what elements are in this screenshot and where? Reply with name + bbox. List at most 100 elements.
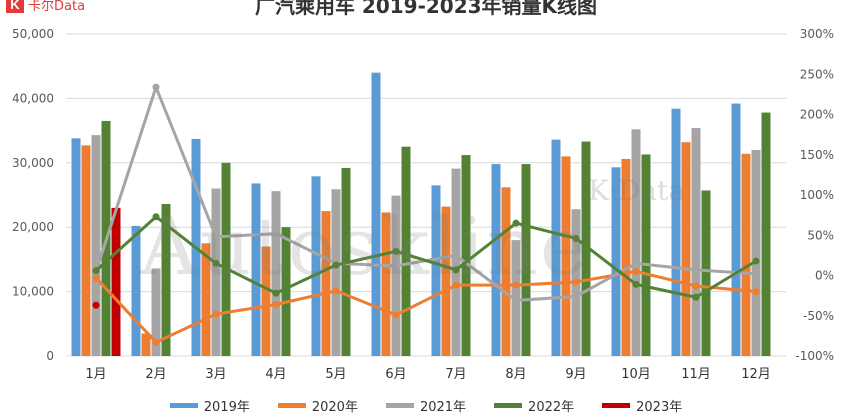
y-left-tick-label: 0 bbox=[46, 349, 54, 363]
chart-legend: 2019年 2020年 2021年 2022年 2023年 bbox=[0, 396, 852, 415]
growth-point-2022年 bbox=[452, 266, 460, 274]
bar-2022年-9月 bbox=[581, 141, 591, 356]
bar-2021年-11月 bbox=[691, 128, 701, 356]
bar-2022年-2月 bbox=[161, 204, 171, 356]
bar-2019年-9月 bbox=[551, 139, 561, 356]
growth-point-2020年 bbox=[152, 338, 160, 346]
growth-point-2020年 bbox=[332, 287, 340, 295]
legend-item: 2021年 bbox=[385, 396, 467, 415]
growth-point-2020年 bbox=[272, 300, 280, 308]
y-left-tick-label: 10,000 bbox=[12, 285, 54, 299]
growth-point-2020年 bbox=[512, 281, 520, 289]
brand-logo-icon: K bbox=[6, 0, 24, 13]
growth-point-2020年 bbox=[572, 278, 580, 286]
legend-label: 2020年 bbox=[311, 400, 358, 415]
growth-point-2020年 bbox=[392, 311, 400, 319]
bar-2020年-6月 bbox=[381, 212, 391, 356]
legend-item: 2020年 bbox=[277, 396, 358, 415]
y-left-tick-label: 20,000 bbox=[12, 220, 54, 234]
growth-point-2021年 bbox=[152, 83, 160, 91]
y-right-tick-label: 100% bbox=[800, 188, 834, 202]
growth-point-2022年 bbox=[92, 267, 100, 275]
bar-2020年-11月 bbox=[681, 142, 691, 356]
growth-point-2021年 bbox=[272, 230, 280, 238]
growth-point-2022年 bbox=[332, 261, 340, 269]
x-tick-label: 5月 bbox=[325, 367, 346, 382]
x-tick-label: 6月 bbox=[385, 367, 406, 382]
legend-label: 2021年 bbox=[419, 400, 467, 415]
growth-point-2022年 bbox=[272, 289, 280, 297]
bar-2019年-4月 bbox=[251, 183, 261, 356]
y-right-tick-label: 250% bbox=[800, 67, 834, 81]
legend-swatch bbox=[169, 403, 198, 408]
bar-2021年-4月 bbox=[271, 191, 281, 356]
growth-point-2020年 bbox=[92, 274, 100, 282]
growth-point-2021年 bbox=[212, 233, 220, 241]
growth-point-2020年 bbox=[692, 282, 700, 290]
legend-label: 2019年 bbox=[203, 400, 250, 415]
x-tick-label: 10月 bbox=[621, 367, 651, 382]
y-left-tick-label: 40,000 bbox=[12, 91, 54, 105]
x-tick-label: 12月 bbox=[741, 367, 771, 382]
y-right-tick-label: -100% bbox=[795, 349, 834, 363]
bar-2020年-7月 bbox=[441, 206, 451, 356]
bar-2019年-8月 bbox=[491, 164, 501, 356]
bar-2019年-7月 bbox=[431, 185, 441, 356]
bar-2022年-11月 bbox=[701, 190, 711, 356]
bar-2020年-10月 bbox=[621, 158, 631, 356]
bar-2022年-3月 bbox=[221, 162, 231, 356]
growth-point-2022年 bbox=[392, 247, 400, 255]
growth-point-2021年 bbox=[752, 270, 760, 278]
bar-2019年-5月 bbox=[311, 176, 321, 356]
growth-point-2021年 bbox=[512, 296, 520, 304]
growth-point-2021年 bbox=[572, 292, 580, 300]
bar-2019年-6月 bbox=[371, 72, 381, 356]
bar-2019年-10月 bbox=[611, 167, 621, 356]
growth-point-2021年 bbox=[692, 266, 700, 274]
bar-2020年-2月 bbox=[141, 333, 151, 356]
brand-logo-text: 卡尔Data bbox=[28, 0, 86, 14]
bar-2020年-9月 bbox=[561, 156, 571, 356]
growth-point-2021年 bbox=[632, 259, 640, 267]
bar-2019年-2月 bbox=[131, 225, 141, 356]
y-right-tick-label: 50% bbox=[807, 228, 834, 242]
bar-2022年-7月 bbox=[461, 155, 471, 356]
growth-point-2020年 bbox=[452, 281, 460, 289]
y-right-tick-label: 300% bbox=[800, 27, 834, 41]
growth-point-2022年 bbox=[212, 259, 220, 267]
brand-logo: K 卡尔Data bbox=[6, 0, 85, 14]
bar-2020年-12月 bbox=[741, 153, 751, 356]
bar-2021年-3月 bbox=[211, 188, 221, 356]
bar-2021年-2月 bbox=[151, 268, 161, 356]
growth-line-2020年 bbox=[94, 269, 757, 344]
legend-swatch bbox=[385, 403, 414, 408]
growth-point-2020年 bbox=[212, 310, 220, 318]
bar-2019年-12月 bbox=[731, 103, 741, 356]
x-tick-label: 2月 bbox=[145, 367, 166, 382]
bar-2022年-4月 bbox=[281, 227, 291, 356]
legend-label: 2023年 bbox=[636, 400, 683, 415]
growth-point-2022年 bbox=[512, 219, 520, 227]
bar-2020年-4月 bbox=[261, 246, 271, 356]
x-tick-label: 7月 bbox=[445, 367, 466, 382]
growth-point-2020年 bbox=[632, 267, 640, 275]
legend-item: 2019年 bbox=[169, 396, 250, 415]
bar-2020年-3月 bbox=[201, 243, 211, 356]
growth-point-2023年 bbox=[92, 301, 100, 309]
y-right-tick-label: 150% bbox=[800, 148, 834, 162]
y-left-tick-label: 30,000 bbox=[12, 156, 54, 170]
bar-2021年-5月 bbox=[331, 189, 341, 356]
bar-2022年-6月 bbox=[401, 146, 411, 356]
bar-2019年-1月 bbox=[71, 138, 81, 356]
legend-swatch bbox=[494, 403, 523, 408]
growth-point-2020年 bbox=[752, 288, 760, 296]
bar-2021年-1月 bbox=[91, 135, 101, 356]
legend-swatch bbox=[277, 403, 306, 408]
growth-point-2022年 bbox=[692, 293, 700, 301]
bar-2019年-11月 bbox=[671, 108, 681, 356]
growth-line-2022年 bbox=[94, 215, 757, 299]
bar-2020年-8月 bbox=[501, 187, 511, 356]
x-tick-label: 8月 bbox=[505, 367, 526, 382]
